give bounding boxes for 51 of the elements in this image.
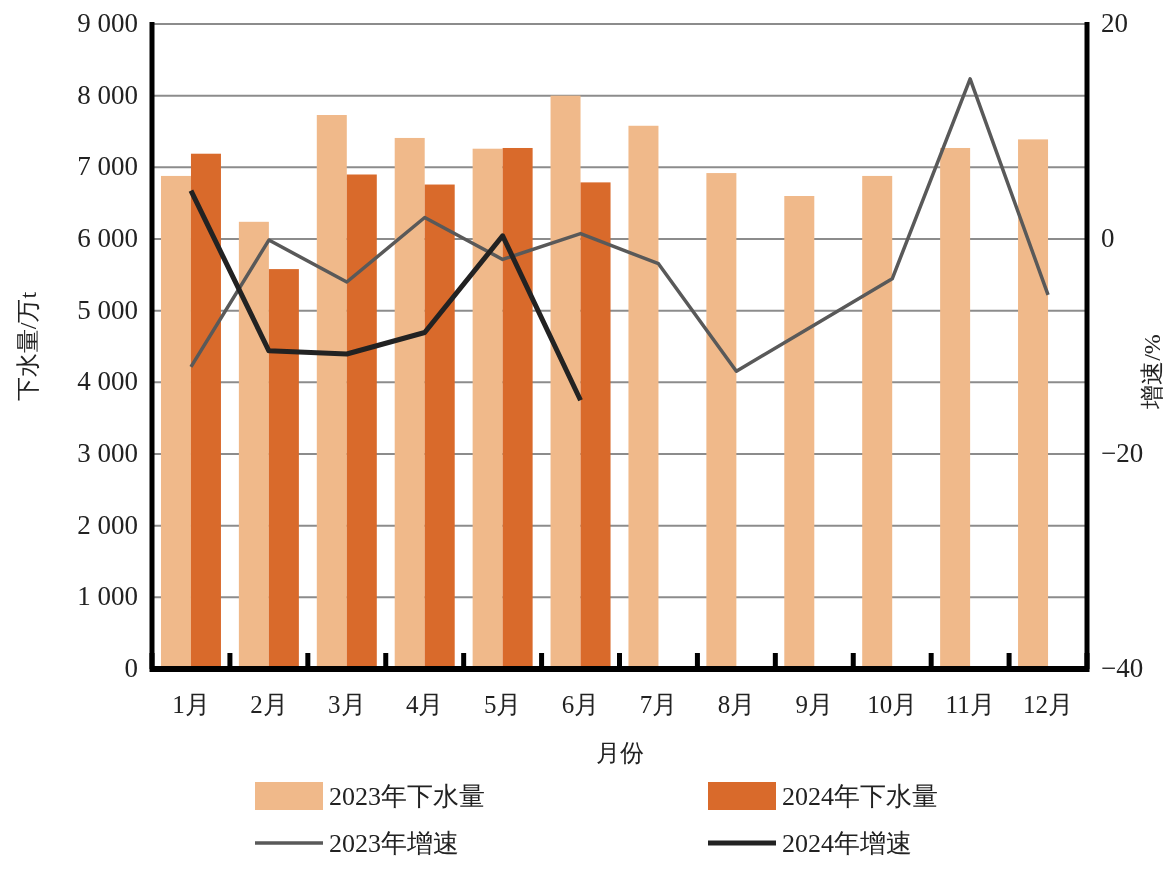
bar xyxy=(472,148,503,669)
bar xyxy=(190,153,221,669)
x-tick-label: 5月 xyxy=(483,691,522,718)
x-tick-label: 8月 xyxy=(717,691,756,718)
bar xyxy=(862,175,893,669)
bar xyxy=(940,147,971,669)
y-tick-label: 0 xyxy=(124,653,138,683)
bar xyxy=(238,221,269,669)
bar xyxy=(580,182,611,669)
bar xyxy=(394,137,425,669)
y2-tick-label: −20 xyxy=(1101,438,1144,468)
y-tick-label: 4 000 xyxy=(77,366,138,397)
x-tick-label: 1月 xyxy=(172,691,210,718)
bar xyxy=(1018,139,1049,669)
bar xyxy=(316,115,347,669)
bar xyxy=(628,125,659,669)
y2-tick-label: 0 xyxy=(1101,223,1115,253)
legend-label: 2023年下水量 xyxy=(329,782,485,811)
y2-tick-label: −40 xyxy=(1101,653,1144,683)
x-tick-label: 9月 xyxy=(795,691,834,718)
x-axis-title: 月份 xyxy=(595,740,644,766)
legend-label: 2024年下水量 xyxy=(782,782,938,811)
y-tick-label: 8 000 xyxy=(77,79,138,110)
y2-tick-label: 20 xyxy=(1101,8,1128,38)
y-tick-label: 9 000 xyxy=(77,8,138,38)
y2-axis-title: 增速/% xyxy=(1139,334,1165,410)
bar xyxy=(550,95,581,669)
x-tick-label: 11月 xyxy=(945,691,995,718)
bar xyxy=(424,184,455,669)
x-tick-label: 12月 xyxy=(1023,691,1074,718)
y-tick-label: 7 000 xyxy=(77,151,138,182)
x-tick-label: 7月 xyxy=(639,691,678,718)
x-tick-label: 2月 xyxy=(250,691,288,718)
bar xyxy=(268,269,299,669)
x-tick-label: 10月 xyxy=(867,691,918,718)
legend-label: 2024年增速 xyxy=(782,829,912,858)
y-axis-title: 下水量/万t xyxy=(15,291,41,402)
x-tick-label: 3月 xyxy=(328,691,366,718)
x-tick-label: 6月 xyxy=(561,691,600,718)
bar xyxy=(502,147,533,669)
legend-label: 2023年增速 xyxy=(329,829,459,858)
y-tick-label: 2 000 xyxy=(77,509,138,540)
bar xyxy=(706,173,737,669)
y-tick-label: 5 000 xyxy=(77,294,138,325)
y-tick-label: 1 000 xyxy=(77,581,138,612)
bar xyxy=(346,174,377,669)
y-tick-label: 3 000 xyxy=(77,438,138,468)
bar xyxy=(784,196,815,669)
bar xyxy=(160,175,191,669)
x-tick-label: 4月 xyxy=(405,691,444,718)
y-tick-label: 6 000 xyxy=(77,223,138,253)
